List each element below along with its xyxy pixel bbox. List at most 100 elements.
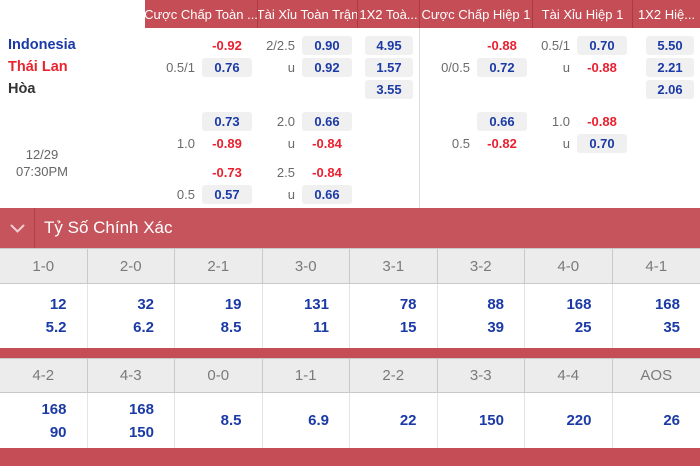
score-odds-value: 11 <box>313 319 329 336</box>
odds-cell: 0.66 <box>419 110 532 132</box>
score-odds-cell[interactable]: 168 90 <box>0 393 88 448</box>
score-odds-cell[interactable]: 150 <box>438 393 525 448</box>
handicap-value: 0.5/1 <box>166 59 195 75</box>
odds-value[interactable]: 0.66 <box>477 111 527 131</box>
handicap-value: 0.5 <box>451 135 470 151</box>
score-odds-value: 26 <box>663 412 680 429</box>
odds-cell: u 0.92 <box>257 56 357 78</box>
odds-value[interactable]: 2.21 <box>646 57 694 77</box>
score-odds-cell[interactable]: 22 <box>350 393 438 448</box>
odds-cell <box>532 161 632 183</box>
score-odds-cell[interactable]: 12 5.2 <box>0 284 88 348</box>
score-odds-value: 25 <box>574 319 592 336</box>
odds-value[interactable]: 3.55 <box>365 79 413 99</box>
score-odds-value: 22 <box>399 412 417 429</box>
match-time: 07:30PM <box>15 164 69 179</box>
odds-value[interactable]: -0.88 <box>587 59 617 75</box>
odds-cell <box>419 78 532 100</box>
odds-value[interactable]: 0.70 <box>577 35 627 55</box>
score-odds-value: 19 <box>224 296 242 313</box>
odds-cell <box>357 132 419 154</box>
odds-row: 0.5 0.57 u 0.66 <box>0 183 700 205</box>
score-odds-value: 8.5 <box>220 412 242 429</box>
odds-value[interactable]: 0.66 <box>302 111 352 131</box>
odds-cell: u 0.70 <box>532 132 632 154</box>
score-odds-cell[interactable]: 6.9 <box>263 393 350 448</box>
correct-score-section-header[interactable]: Tỷ Số Chính Xác <box>0 208 700 248</box>
score-odds-cell[interactable]: 220 <box>525 393 613 448</box>
handicap-value: 2/2.5 <box>266 37 295 53</box>
odds-column-header: Tài Xỉu Hiệp 1 <box>532 0 632 28</box>
odds-cell <box>357 183 419 205</box>
score-odds-cell[interactable]: 168 150 <box>88 393 175 448</box>
odds-value[interactable]: -0.89 <box>212 135 242 151</box>
odds-value[interactable]: 4.95 <box>365 35 413 55</box>
chevron-down-icon <box>0 208 34 248</box>
score-header-row: 4-2 4-3 0-0 1-1 2-2 3-3 4-4 AOS <box>0 358 700 393</box>
odds-value[interactable]: -0.88 <box>587 113 617 129</box>
score-odds-cell[interactable]: 32 6.2 <box>88 284 175 348</box>
odds-cell: 0.5/1 0.70 <box>532 34 632 56</box>
handicap-value: u <box>287 186 295 202</box>
handicap-value: 0.5 <box>176 186 195 202</box>
score-odds-cell[interactable]: 8.5 <box>175 393 263 448</box>
score-odds-cell[interactable]: 168 35 <box>613 284 700 348</box>
odds-value[interactable]: 0.73 <box>202 111 252 131</box>
team-name <box>0 183 145 205</box>
odds-value[interactable]: 0.76 <box>202 57 252 77</box>
score-header-row: 1-0 2-0 2-1 3-0 3-1 3-2 4-0 4-1 <box>0 248 700 284</box>
odds-cell: 4.95 <box>357 34 419 56</box>
odds-cell: 0.73 <box>145 110 257 132</box>
score-label: 0-0 <box>175 359 263 392</box>
odds-cell: 2.06 <box>632 78 700 100</box>
red-separator-strip <box>0 348 700 358</box>
odds-value[interactable]: -0.73 <box>212 164 242 180</box>
odds-value[interactable]: 2.06 <box>646 79 694 99</box>
score-odds-value: 39 <box>487 319 504 336</box>
odds-cell <box>632 110 700 132</box>
odds-value[interactable]: -0.82 <box>487 135 517 151</box>
odds-cell: u 0.66 <box>257 183 357 205</box>
correct-score-grid-row-2: 4-2 4-3 0-0 1-1 2-2 3-3 4-4 AOS 168 90 168 150 8.5 6.… <box>0 358 700 448</box>
odds-value[interactable]: -0.84 <box>312 135 342 151</box>
score-odds-cell[interactable]: 26 <box>613 393 700 448</box>
score-label: 3-3 <box>438 359 525 392</box>
odds-value[interactable]: 5.50 <box>646 35 694 55</box>
score-odds-value: 5.2 <box>45 319 67 336</box>
odds-value[interactable]: 0.70 <box>577 133 627 153</box>
odds-value[interactable]: -0.92 <box>212 37 242 53</box>
odds-value[interactable]: 0.92 <box>302 57 352 77</box>
score-label: 1-0 <box>0 249 88 283</box>
score-odds-cell[interactable]: 131 11 <box>263 284 350 348</box>
odds-value[interactable]: 0.90 <box>302 35 352 55</box>
odds-value[interactable]: 0.66 <box>302 184 352 204</box>
odds-cell <box>419 183 532 205</box>
score-odds-value: 6.2 <box>133 319 154 336</box>
odds-value[interactable]: -0.84 <box>312 164 342 180</box>
score-label: 4-3 <box>88 359 175 392</box>
score-odds-cell[interactable]: 88 39 <box>438 284 525 348</box>
team-name: Thái Lan <box>8 59 68 75</box>
score-odds-cell[interactable]: 168 25 <box>525 284 613 348</box>
odds-value[interactable]: -0.88 <box>487 37 517 53</box>
odds-cell <box>532 183 632 205</box>
handicap-value: u <box>287 135 295 151</box>
odds-column-header: 1X2 Hiệ... <box>632 0 700 28</box>
odds-value[interactable]: 0.57 <box>202 184 252 204</box>
score-odds-cell[interactable]: 19 8.5 <box>175 284 263 348</box>
odds-value[interactable]: 0.72 <box>477 57 527 77</box>
score-odds-value: 220 <box>566 412 592 429</box>
score-odds-value: 168 <box>566 296 592 313</box>
score-odds-value: 6.9 <box>308 412 329 429</box>
odds-value[interactable]: 1.57 <box>365 57 413 77</box>
handicap-value: 2.0 <box>276 113 295 129</box>
team-name <box>0 110 145 132</box>
odds-row: Indonesia -0.92 2/2.5 0.90 4.95 -0.88 0.5/1 0.7… <box>0 34 700 56</box>
score-label: 4-2 <box>0 359 88 392</box>
score-odds-value: 35 <box>663 319 680 336</box>
odds-cell: 2.0 0.66 <box>257 110 357 132</box>
score-odds-value: 78 <box>399 296 417 313</box>
handicap-value: u <box>562 135 570 151</box>
score-odds-cell[interactable]: 78 15 <box>350 284 438 348</box>
